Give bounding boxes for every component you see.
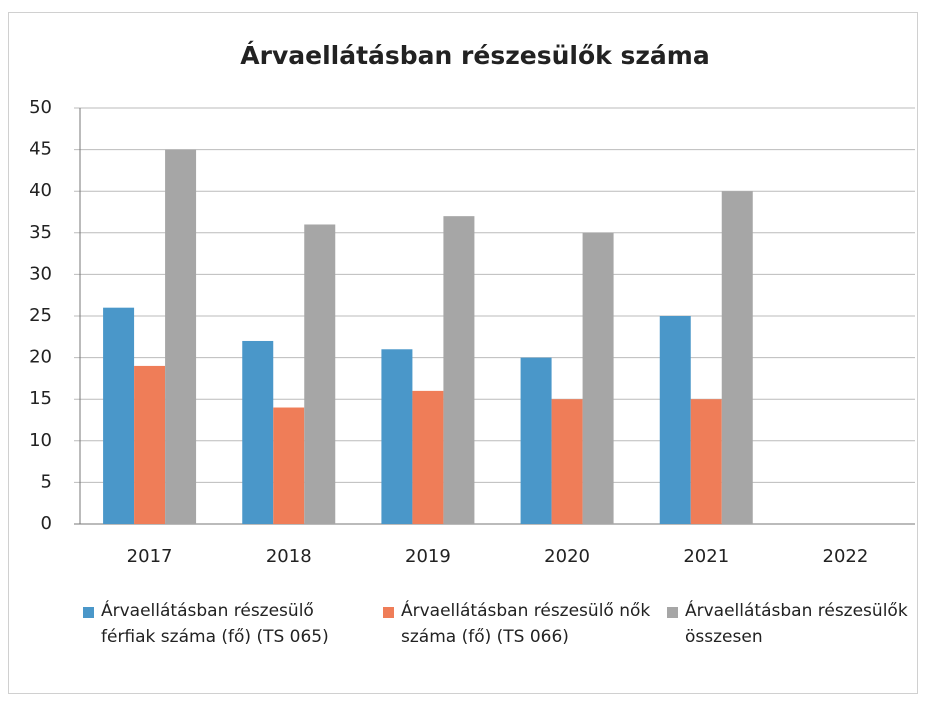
legend-swatch bbox=[83, 607, 94, 618]
legend-swatch bbox=[383, 607, 394, 618]
y-tick-label: 15 bbox=[29, 388, 52, 409]
x-tick-label: 2021 bbox=[683, 546, 729, 567]
bar bbox=[551, 399, 583, 524]
chart-frame bbox=[8, 12, 918, 694]
y-tick-label: 0 bbox=[41, 513, 52, 534]
legend-swatch bbox=[667, 607, 678, 618]
y-tick-label: 25 bbox=[29, 305, 52, 326]
legend-label: Árvaellátásban részesülő nők száma (fő) … bbox=[401, 601, 651, 647]
y-tick-label: 50 bbox=[29, 97, 52, 118]
chart-title: Árvaellátásban részesülők száma bbox=[240, 41, 709, 70]
bar bbox=[273, 407, 305, 524]
y-tick-label: 45 bbox=[29, 139, 52, 160]
legend: Árvaellátásban részesülő férfiak száma (… bbox=[0, 598, 933, 693]
bar bbox=[582, 232, 614, 525]
y-tick-label: 40 bbox=[29, 180, 52, 201]
legend-item: Árvaellátásban részesülők összesen bbox=[667, 598, 915, 650]
legend-label: Árvaellátásban részesülők összesen bbox=[685, 601, 908, 647]
y-tick-label: 30 bbox=[29, 263, 52, 284]
bar bbox=[690, 399, 722, 524]
bar bbox=[103, 307, 135, 524]
x-tick-label: 2019 bbox=[405, 546, 451, 567]
bar bbox=[381, 349, 413, 524]
bar bbox=[304, 224, 336, 525]
y-tick-label: 5 bbox=[41, 471, 52, 492]
bar bbox=[134, 365, 166, 524]
legend-label: Árvaellátásban részesülő férfiak száma (… bbox=[101, 601, 329, 647]
bar bbox=[721, 191, 753, 524]
bar bbox=[165, 149, 197, 524]
bar bbox=[412, 390, 444, 524]
x-tick-label: 2022 bbox=[823, 546, 869, 567]
bar bbox=[443, 216, 475, 524]
legend-item: Árvaellátásban részesülő férfiak száma (… bbox=[83, 598, 371, 650]
legend-item: Árvaellátásban részesülő nők száma (fő) … bbox=[383, 598, 661, 650]
bar bbox=[242, 340, 274, 524]
bar bbox=[659, 316, 691, 524]
bar bbox=[520, 357, 552, 524]
x-tick-label: 2018 bbox=[266, 546, 312, 567]
y-tick-label: 10 bbox=[29, 430, 52, 451]
y-tick-label: 20 bbox=[29, 347, 52, 368]
y-tick-label: 35 bbox=[29, 222, 52, 243]
x-tick-label: 2020 bbox=[544, 546, 590, 567]
x-tick-label: 2017 bbox=[127, 546, 173, 567]
